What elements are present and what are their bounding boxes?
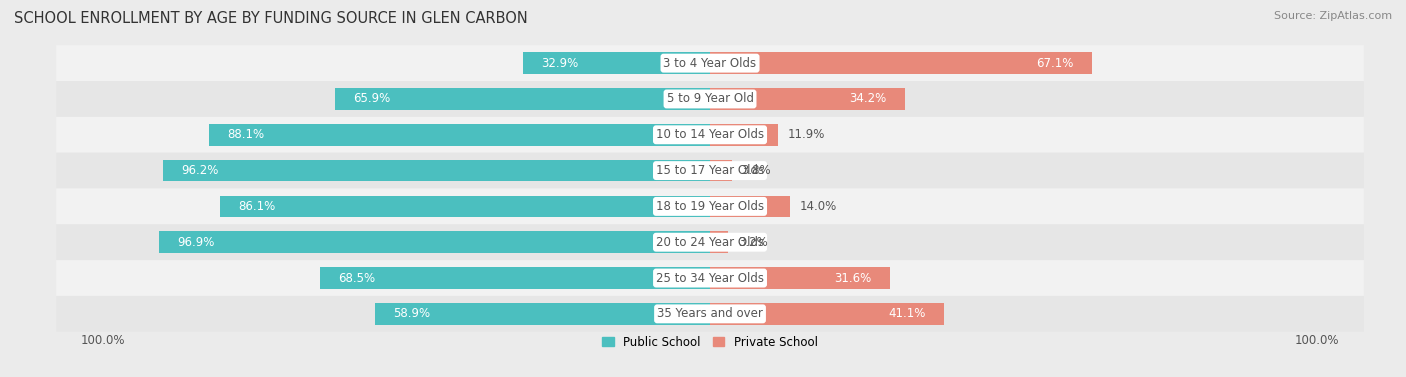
FancyBboxPatch shape [56,81,1364,117]
Bar [523,52,710,74]
FancyBboxPatch shape [56,224,1364,260]
Text: 5 to 9 Year Old: 5 to 9 Year Old [666,92,754,106]
FancyBboxPatch shape [56,188,1364,224]
FancyBboxPatch shape [56,45,1364,81]
Text: 14.0%: 14.0% [800,200,837,213]
Bar [163,160,710,181]
Bar [221,196,710,217]
Text: 15 to 17 Year Olds: 15 to 17 Year Olds [657,164,763,177]
Text: 65.9%: 65.9% [353,92,391,106]
Bar [710,88,904,110]
Text: 11.9%: 11.9% [787,128,825,141]
Text: 10 to 14 Year Olds: 10 to 14 Year Olds [657,128,763,141]
Text: 32.9%: 32.9% [541,57,578,70]
Text: Source: ZipAtlas.com: Source: ZipAtlas.com [1274,11,1392,21]
Text: 41.1%: 41.1% [889,307,925,320]
Text: 3.8%: 3.8% [741,164,770,177]
FancyBboxPatch shape [56,296,1364,332]
Bar [710,52,1092,74]
Bar [321,267,710,289]
Bar [710,303,943,325]
Text: 96.2%: 96.2% [181,164,218,177]
Text: 100.0%: 100.0% [1295,334,1340,346]
FancyBboxPatch shape [56,260,1364,296]
Legend: Public School, Private School: Public School, Private School [602,336,818,349]
Text: 3.2%: 3.2% [738,236,768,249]
Bar [710,267,890,289]
Text: 86.1%: 86.1% [238,200,276,213]
Bar [710,231,728,253]
Text: 25 to 34 Year Olds: 25 to 34 Year Olds [657,271,763,285]
Text: 67.1%: 67.1% [1036,57,1074,70]
Text: 100.0%: 100.0% [80,334,125,346]
Bar [710,160,731,181]
Text: 58.9%: 58.9% [394,307,430,320]
Text: 88.1%: 88.1% [226,128,264,141]
FancyBboxPatch shape [56,117,1364,153]
Text: 96.9%: 96.9% [177,236,214,249]
Text: SCHOOL ENROLLMENT BY AGE BY FUNDING SOURCE IN GLEN CARBON: SCHOOL ENROLLMENT BY AGE BY FUNDING SOUR… [14,11,527,26]
Text: 18 to 19 Year Olds: 18 to 19 Year Olds [657,200,763,213]
Text: 34.2%: 34.2% [849,92,886,106]
Bar [710,124,778,146]
FancyBboxPatch shape [56,153,1364,188]
Bar [208,124,710,146]
Text: 20 to 24 Year Olds: 20 to 24 Year Olds [657,236,763,249]
Text: 3 to 4 Year Olds: 3 to 4 Year Olds [664,57,756,70]
Text: 31.6%: 31.6% [834,271,872,285]
Bar [335,88,710,110]
Bar [159,231,710,253]
Text: 35 Years and over: 35 Years and over [657,307,763,320]
Bar [375,303,710,325]
Text: 68.5%: 68.5% [339,271,375,285]
Bar [710,196,790,217]
